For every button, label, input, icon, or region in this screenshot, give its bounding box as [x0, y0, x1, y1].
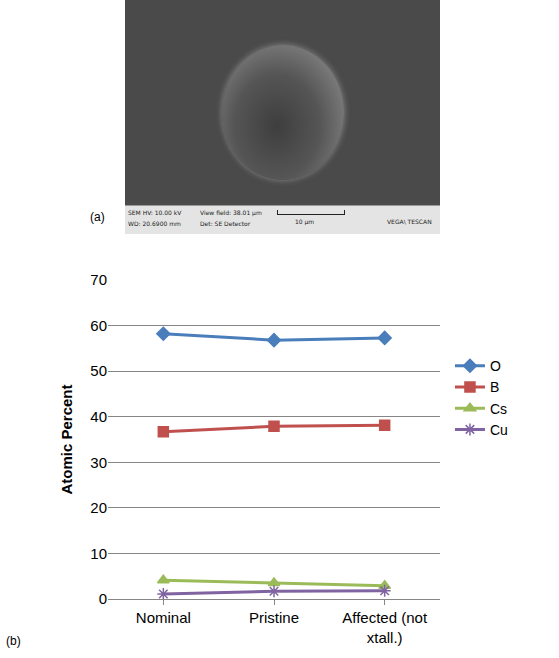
svg-text:O: O [490, 358, 501, 374]
svg-text:30: 30 [90, 454, 107, 471]
svg-text:50: 50 [90, 362, 107, 379]
svg-text:B: B [490, 379, 499, 395]
svg-text:10: 10 [90, 545, 107, 562]
svg-text:Atomic Percent: Atomic Percent [58, 384, 75, 494]
html-text:(b): (b) [6, 634, 21, 648]
svg-text:60: 60 [90, 317, 107, 334]
svg-text:70: 70 [90, 271, 107, 288]
html-text:View field: 38.01 µm: View field: 38.01 µm [200, 209, 262, 216]
svg-text:Nominal: Nominal [136, 609, 191, 626]
html-text:10 µm: 10 µm [295, 218, 315, 225]
svg-text:0: 0 [99, 590, 107, 607]
svg-text:Affected (notxtall.): Affected (notxtall.) [342, 609, 428, 646]
html-text:Det: SE Detector: Det: SE Detector [200, 220, 251, 227]
html-text:WD: 20.6900 mm: WD: 20.6900 mm [128, 220, 181, 227]
html-text:VEGA\ TESCAN: VEGA\ TESCAN [387, 218, 432, 225]
svg-text:Pristine: Pristine [249, 609, 299, 626]
svg-text:Cu: Cu [490, 422, 508, 438]
html-text:(a): (a) [90, 210, 105, 224]
svg-text:Cs: Cs [490, 401, 507, 417]
html-text:SEM HV: 10.00 kV: SEM HV: 10.00 kV [128, 209, 182, 216]
svg-text:20: 20 [90, 499, 107, 516]
svg-text:40: 40 [90, 408, 107, 425]
